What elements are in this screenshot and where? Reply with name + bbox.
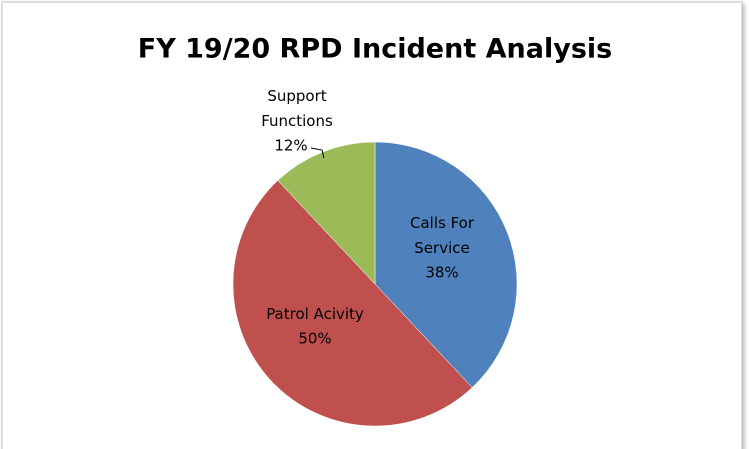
- slice-label: Patrol Acivity: [266, 305, 364, 323]
- labels: Calls For Service 38% Patrol Acivity 50% Supp…: [261, 87, 475, 348]
- slice-label: Support Functions: [261, 87, 333, 130]
- leader-line: [310, 147, 325, 159]
- slice-label: Calls For Service: [410, 214, 475, 257]
- pie: [232, 141, 518, 427]
- chart-title: FY 19/20 RPD Incident Analysis: [138, 34, 612, 65]
- pie-slice: [232, 180, 473, 427]
- value-label: 12%: [274, 137, 307, 155]
- value-label: 50%: [298, 330, 331, 348]
- pie-slice: [374, 141, 518, 388]
- value-label: 38%: [425, 264, 458, 282]
